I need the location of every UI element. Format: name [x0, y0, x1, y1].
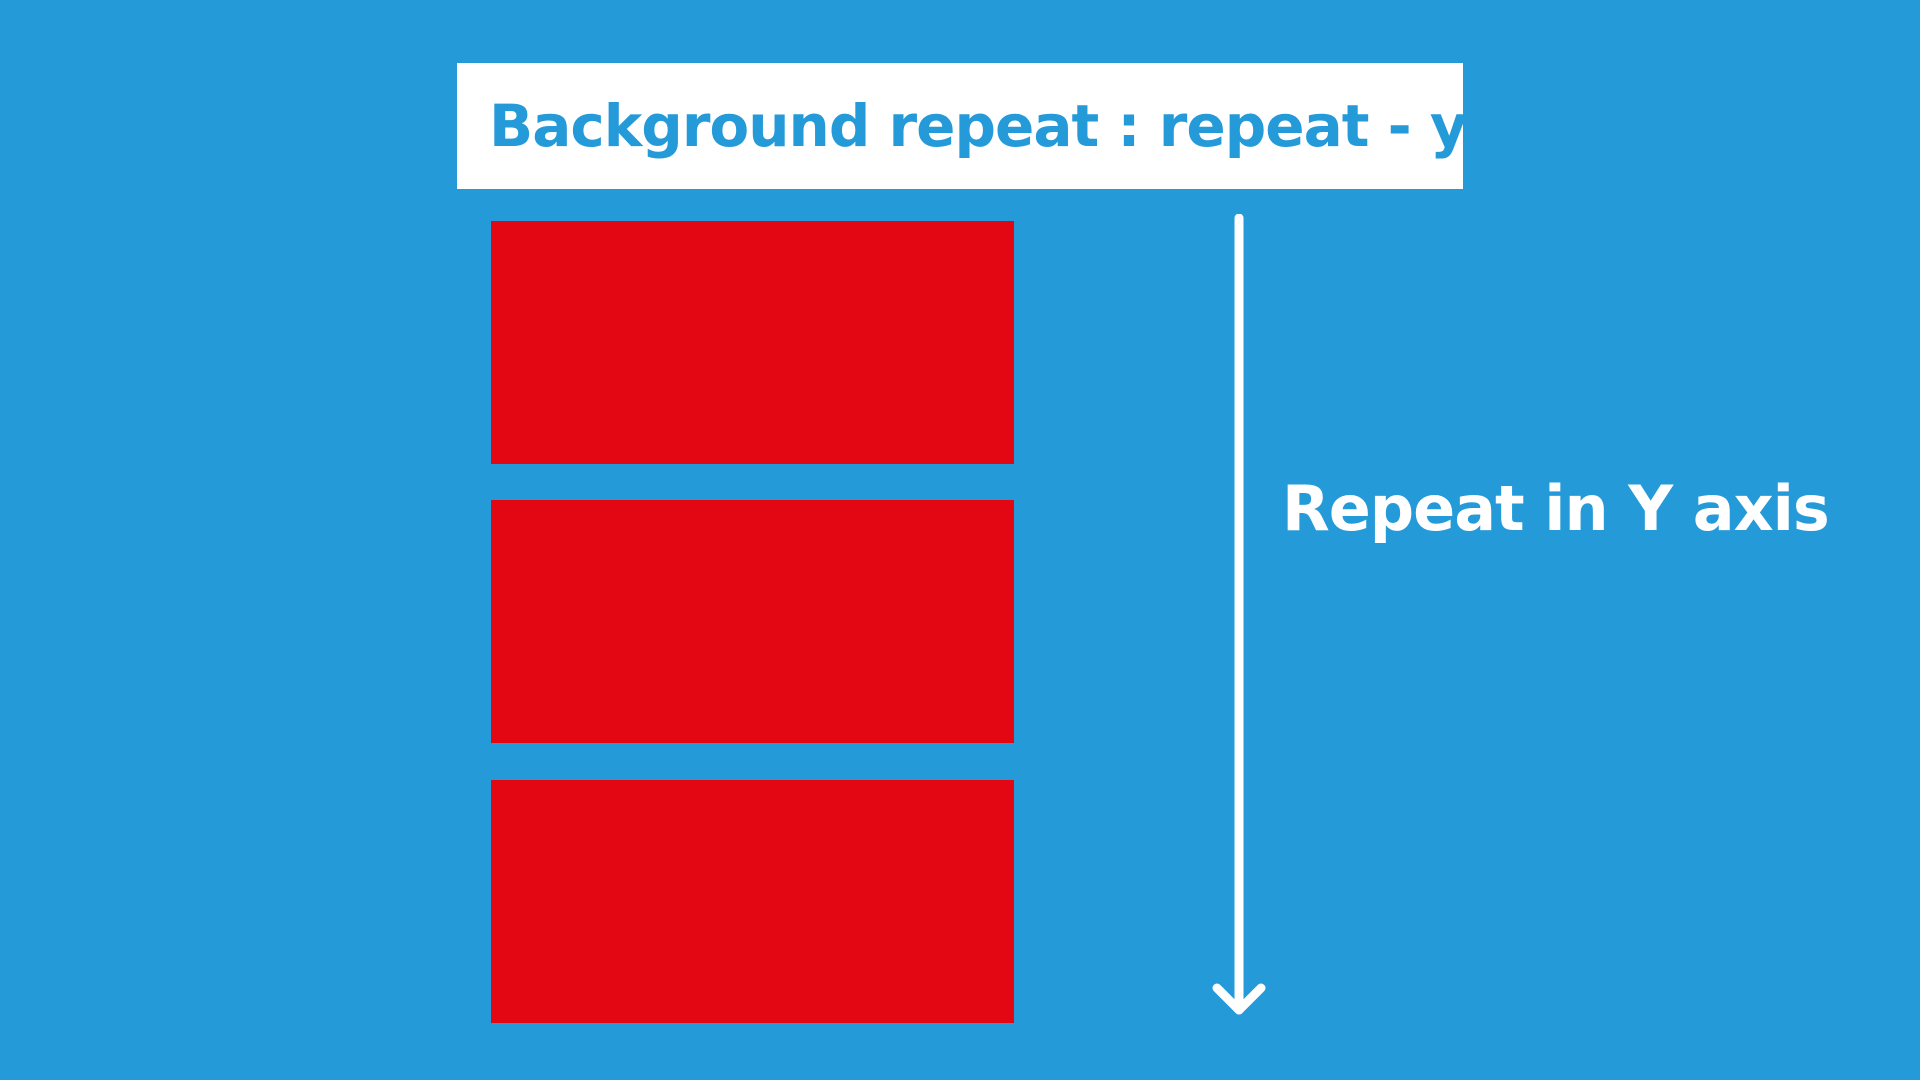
- slide-title: Background repeat : repeat - y: [489, 92, 1468, 160]
- arrow-down-icon: [1212, 214, 1266, 1015]
- axis-label: Repeat in Y axis: [1282, 472, 1830, 545]
- repeated-tile-2: [491, 500, 1014, 743]
- repeated-tile-1: [491, 221, 1014, 464]
- title-box: Background repeat : repeat - y: [457, 63, 1468, 189]
- repeated-tile-3: [491, 780, 1014, 1023]
